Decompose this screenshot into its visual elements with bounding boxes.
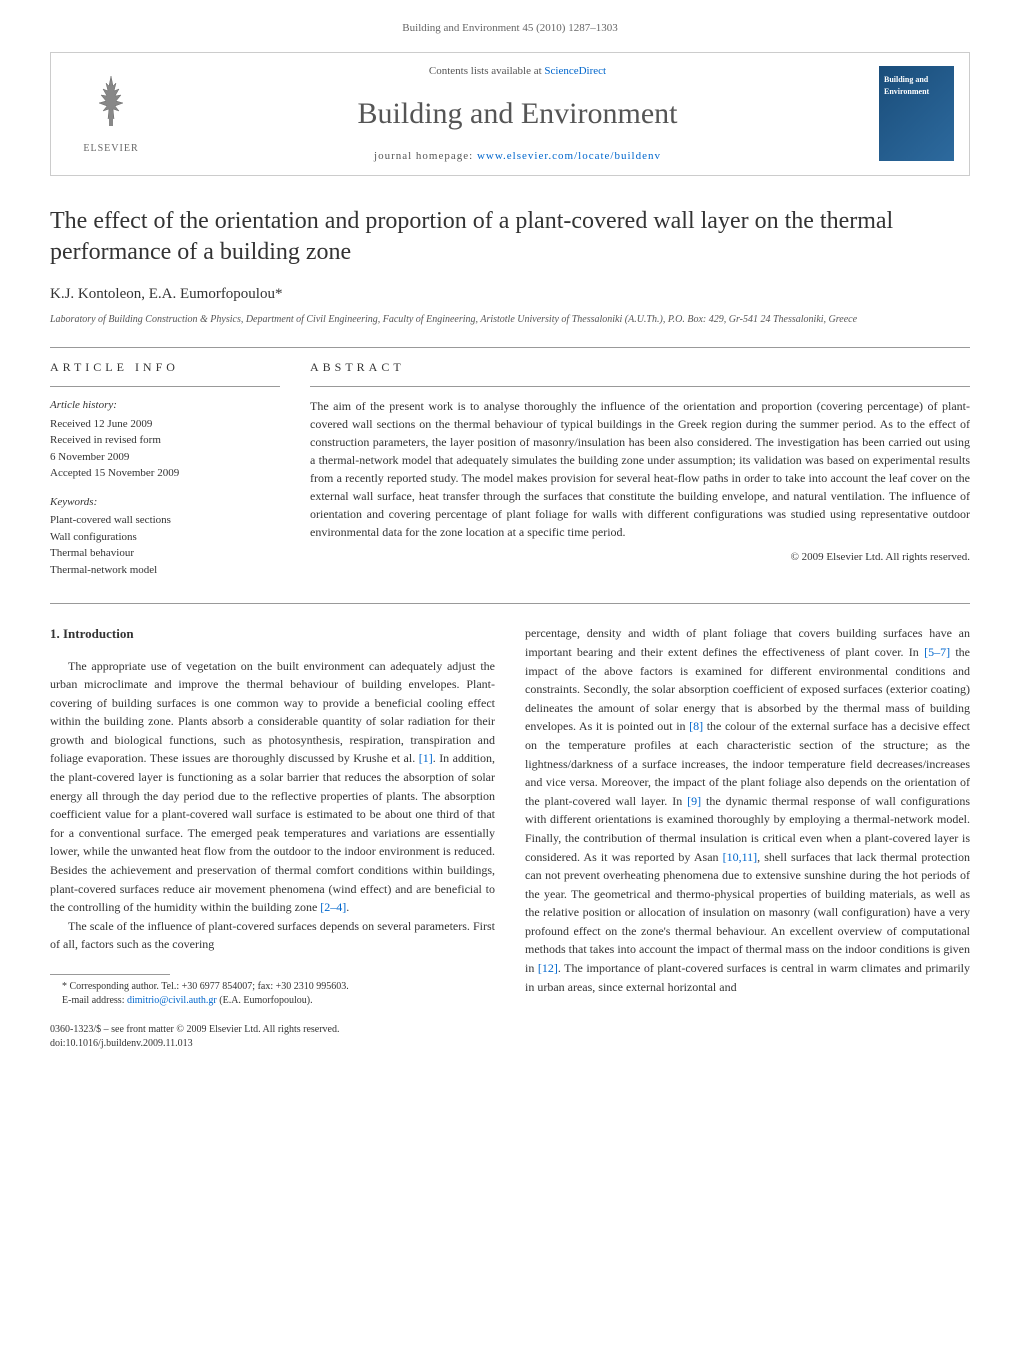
- abstract-header: ABSTRACT: [310, 358, 970, 376]
- history-title: Article history:: [50, 397, 280, 414]
- homepage-prefix: journal homepage:: [374, 150, 477, 162]
- elsevier-logo: ELSEVIER: [66, 69, 156, 159]
- ref-link-9[interactable]: [9]: [687, 794, 701, 808]
- body-divider: [50, 603, 970, 604]
- front-matter-doi: doi:10.1016/j.buildenv.2009.11.013: [50, 1037, 495, 1051]
- article-info-header: ARTICLE INFO: [50, 358, 280, 376]
- footnote-divider: [50, 974, 170, 975]
- email-footnote: E-mail address: dimitrio@civil.auth.gr (…: [50, 994, 495, 1008]
- authors: K.J. Kontoleon, E.A. Eumorfopoulou*: [50, 283, 970, 306]
- ref-link-2-4[interactable]: [2–4]: [320, 900, 346, 914]
- header-center: Contents lists available at ScienceDirec…: [156, 63, 879, 165]
- elsevier-label: ELSEVIER: [83, 141, 138, 156]
- cover-title: Building and Environment: [884, 74, 949, 98]
- abstract-text: The aim of the present work is to analys…: [310, 397, 970, 541]
- sciencedirect-link[interactable]: ScienceDirect: [544, 65, 606, 77]
- history-text: Received 12 June 2009 Received in revise…: [50, 416, 280, 482]
- keywords-title: Keywords:: [50, 494, 280, 511]
- homepage-line: journal homepage: www.elsevier.com/locat…: [156, 148, 879, 165]
- contents-prefix: Contents lists available at: [429, 65, 544, 77]
- ref-link-1[interactable]: [1]: [419, 751, 433, 765]
- abstract-column: ABSTRACT The aim of the present work is …: [310, 358, 970, 578]
- keywords-block: Keywords: Plant-covered wall sections Wa…: [50, 494, 280, 579]
- front-matter: 0360-1323/$ – see front matter © 2009 El…: [50, 1023, 495, 1051]
- front-matter-line1: 0360-1323/$ – see front matter © 2009 El…: [50, 1023, 495, 1037]
- copyright: © 2009 Elsevier Ltd. All rights reserved…: [310, 549, 970, 566]
- ref-link-8[interactable]: [8]: [689, 719, 703, 733]
- body-column-right: percentage, density and width of plant f…: [525, 624, 970, 1051]
- body-column-left: 1. Introduction The appropriate use of v…: [50, 624, 495, 1051]
- article-title: The effect of the orientation and propor…: [50, 206, 970, 268]
- journal-cover-thumbnail: Building and Environment: [879, 66, 954, 161]
- info-abstract-row: ARTICLE INFO Article history: Received 1…: [50, 358, 970, 578]
- journal-reference: Building and Environment 45 (2010) 1287–…: [50, 20, 970, 37]
- paragraph-1: The appropriate use of vegetation on the…: [50, 657, 495, 917]
- elsevier-tree-icon: [81, 71, 141, 139]
- body-columns: 1. Introduction The appropriate use of v…: [50, 624, 970, 1051]
- ref-link-12[interactable]: [12]: [538, 961, 558, 975]
- paragraph-col2: percentage, density and width of plant f…: [525, 624, 970, 996]
- divider: [50, 347, 970, 348]
- email-link[interactable]: dimitrio@civil.auth.gr: [127, 995, 217, 1006]
- abstract-divider: [310, 386, 970, 387]
- contents-line: Contents lists available at ScienceDirec…: [156, 63, 879, 80]
- article-info-column: ARTICLE INFO Article history: Received 1…: [50, 358, 280, 578]
- ref-link-10-11[interactable]: [10,11]: [723, 850, 758, 864]
- ref-link-5-7[interactable]: [5–7]: [924, 645, 950, 659]
- journal-name: Building and Environment: [156, 91, 879, 136]
- corresponding-author-footnote: * Corresponding author. Tel.: +30 6977 8…: [50, 980, 495, 994]
- paragraph-2: The scale of the influence of plant-cove…: [50, 917, 495, 954]
- keywords-text: Plant-covered wall sections Wall configu…: [50, 512, 280, 578]
- homepage-link[interactable]: www.elsevier.com/locate/buildenv: [477, 150, 661, 162]
- info-divider: [50, 386, 280, 387]
- affiliation: Laboratory of Building Construction & Ph…: [50, 313, 970, 327]
- section-heading: 1. Introduction: [50, 624, 495, 644]
- journal-header-box: ELSEVIER Contents lists available at Sci…: [50, 52, 970, 176]
